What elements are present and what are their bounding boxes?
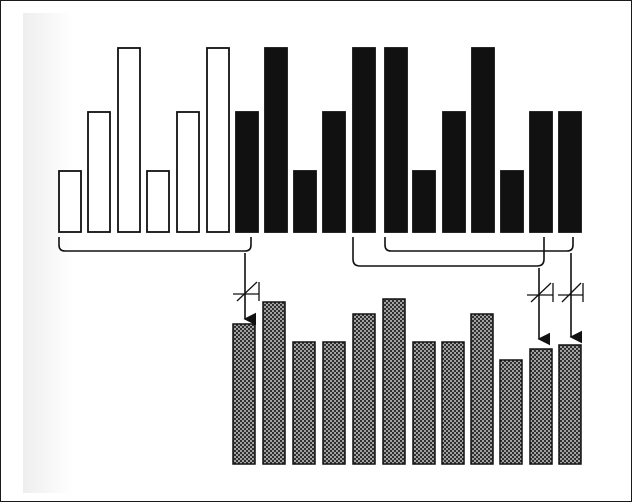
copy-marks: [233, 281, 584, 303]
bottom-bar-10-hatched: [499, 359, 523, 465]
top-bar-18-black: [558, 111, 582, 233]
top-bar-7-black: [235, 111, 259, 233]
top-bar-3-white: [117, 47, 141, 233]
copy-mark-left: [233, 281, 260, 302]
bottom-bar-5-hatched: [352, 313, 376, 465]
top-bar-17-black: [529, 111, 553, 233]
top-bar-13-black: [412, 170, 436, 233]
bottom-bar-3-hatched: [292, 341, 316, 465]
bracket-right-inner: [384, 237, 574, 252]
bracket-group-right-inner: [384, 237, 574, 252]
top-bar-12-black: [384, 47, 408, 233]
bracket-group-left: [58, 237, 252, 252]
top-bar-10-black: [322, 111, 346, 233]
top-bar-2-white: [87, 111, 111, 233]
bracket-group-right-outer: [352, 237, 545, 267]
bottom-bar-6-hatched: [382, 298, 406, 465]
page-shadow: [23, 13, 73, 493]
bottom-bar-11-hatched: [529, 348, 553, 465]
bracket-left: [58, 237, 252, 252]
top-bar-1-white: [58, 170, 82, 233]
bottom-bar-8-hatched: [441, 341, 465, 465]
bottom-bar-9-hatched: [470, 313, 494, 465]
top-bar-14-black: [442, 111, 466, 233]
bottom-bar-7-hatched: [412, 341, 436, 465]
bottom-bar-row: [232, 298, 582, 465]
top-bar-5-white: [176, 111, 200, 233]
bracket-right-outer: [352, 237, 545, 267]
top-bar-row: [58, 47, 582, 233]
top-bar-8-black: [264, 47, 288, 233]
bottom-bar-1-hatched: [232, 323, 256, 465]
copy-mark-right-outer: [527, 282, 554, 303]
top-bar-11-black: [352, 47, 376, 233]
top-bar-16-black: [500, 170, 524, 233]
top-bar-9-black: [293, 170, 317, 233]
bottom-bar-4-hatched: [322, 341, 346, 465]
bottom-bar-2-hatched: [262, 301, 286, 465]
top-bar-15-black: [471, 47, 495, 233]
top-bar-6-white: [206, 47, 230, 233]
top-bar-4-white: [146, 170, 170, 233]
copy-mark-right-inner: [558, 282, 584, 303]
bottom-bar-12-hatched: [558, 344, 582, 465]
